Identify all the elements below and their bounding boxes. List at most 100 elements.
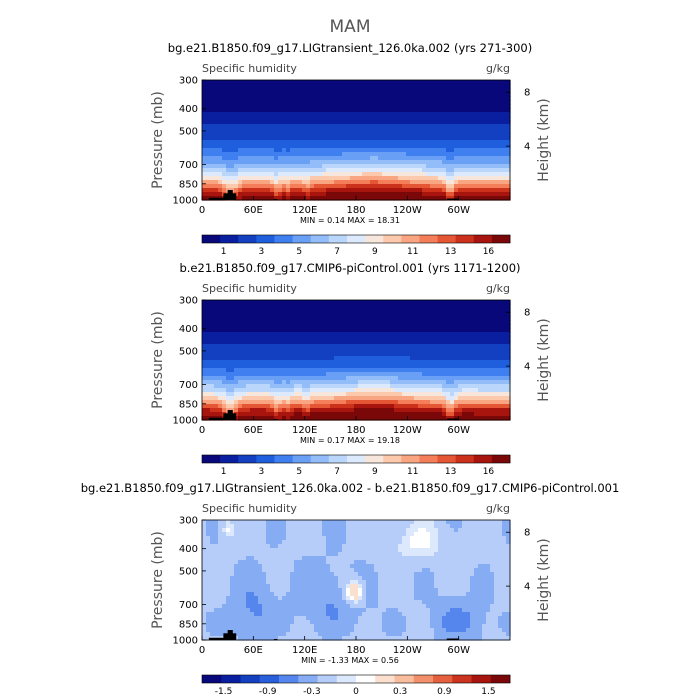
field-cell — [242, 120, 247, 125]
field-cell — [434, 176, 439, 181]
field-cell — [426, 344, 431, 349]
field-cell — [202, 176, 207, 181]
x-tick-label: 120W — [393, 425, 422, 436]
field-cell — [502, 372, 507, 377]
field-cell — [222, 388, 227, 393]
field-cell — [458, 196, 463, 201]
field-cell — [266, 140, 271, 145]
field-cell — [286, 300, 291, 305]
field-cell — [338, 412, 343, 417]
field-cell — [502, 172, 507, 177]
field-cell — [474, 380, 479, 385]
field-cell — [342, 400, 347, 405]
field-cell — [422, 88, 427, 93]
field-cell — [486, 524, 491, 529]
field-cell — [254, 104, 259, 109]
field-cell — [214, 100, 219, 105]
field-cell — [430, 376, 435, 381]
field-cell — [402, 416, 407, 421]
field-cell — [334, 308, 339, 313]
field-cell — [426, 408, 431, 413]
field-cell — [358, 320, 363, 325]
field-cell — [438, 304, 443, 309]
field-cell — [390, 172, 395, 177]
field-cell — [338, 408, 343, 413]
field-cell — [226, 184, 231, 189]
field-cell — [282, 128, 287, 133]
field-cell — [278, 396, 283, 401]
field-cell — [326, 304, 331, 309]
field-cell — [202, 172, 207, 177]
field-cell — [450, 100, 455, 105]
field-cell — [454, 528, 459, 533]
field-cell — [278, 400, 283, 405]
field-cell — [258, 352, 263, 357]
field-cell — [382, 128, 387, 133]
field-cell — [410, 328, 415, 333]
field-cell — [326, 356, 331, 361]
field-cell — [282, 312, 287, 317]
field-cell — [478, 104, 483, 109]
field-cell — [210, 412, 215, 417]
field-cell — [210, 84, 215, 89]
field-cell — [346, 176, 351, 181]
field-cell — [210, 528, 215, 533]
field-cell — [322, 344, 327, 349]
field-cell — [266, 156, 271, 161]
field-cell — [342, 96, 347, 101]
field-cell — [414, 528, 419, 533]
field-cell — [330, 312, 335, 317]
field-cell — [206, 180, 211, 185]
field-cell — [314, 520, 319, 525]
field-cell — [346, 188, 351, 193]
field-cell — [306, 412, 311, 417]
field-cell — [250, 344, 255, 349]
field-cell — [346, 348, 351, 353]
field-cell — [306, 520, 311, 525]
field-cell — [406, 176, 411, 181]
field-cell — [318, 304, 323, 309]
field-cell — [202, 412, 207, 417]
field-cell — [238, 80, 243, 85]
field-cell — [466, 352, 471, 357]
field-cell — [242, 328, 247, 333]
field-cell — [442, 316, 447, 321]
field-cell — [398, 144, 403, 149]
field-cell — [262, 356, 267, 361]
field-cell — [302, 172, 307, 177]
field-cell — [318, 316, 323, 321]
field-cell — [206, 332, 211, 337]
field-cell — [270, 380, 275, 385]
field-cell — [286, 324, 291, 329]
field-cell — [406, 156, 411, 161]
field-cell — [250, 328, 255, 333]
field-cell — [386, 172, 391, 177]
field-cell — [346, 92, 351, 97]
field-cell — [286, 412, 291, 417]
field-cell — [246, 156, 251, 161]
field-cell — [342, 392, 347, 397]
field-cell — [282, 412, 287, 417]
field-cell — [302, 364, 307, 369]
field-cell — [406, 372, 411, 377]
field-cell — [506, 104, 511, 109]
field-cell — [450, 372, 455, 377]
field-cell — [342, 368, 347, 373]
field-cell — [450, 300, 455, 305]
field-cell — [346, 328, 351, 333]
field-cell — [458, 120, 463, 125]
field-cell — [402, 328, 407, 333]
field-cell — [490, 96, 495, 101]
field-cell — [242, 388, 247, 393]
field-cell — [226, 360, 231, 365]
field-cell — [506, 404, 511, 409]
field-cell — [286, 336, 291, 341]
field-cell — [430, 352, 435, 357]
field-cell — [282, 304, 287, 309]
field-cell — [470, 104, 475, 109]
field-cell — [502, 356, 507, 361]
field-cell — [474, 388, 479, 393]
field-cell — [434, 160, 439, 165]
field-cell — [486, 164, 491, 169]
field-cell — [314, 300, 319, 305]
